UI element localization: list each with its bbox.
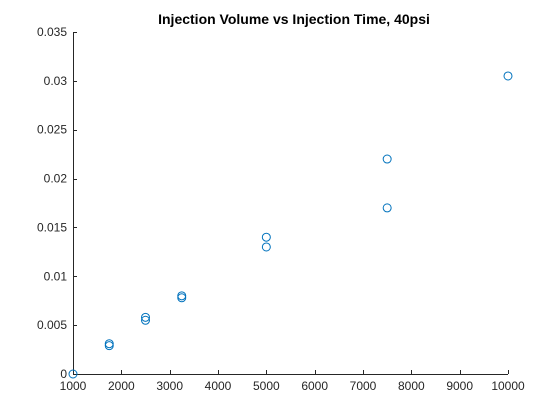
y-tick-label: 0.025 (37, 123, 67, 137)
x-tick-label: 3000 (156, 379, 183, 393)
data-point (68, 369, 78, 379)
x-tick-label: 8000 (398, 379, 425, 393)
x-tick-label: 7000 (350, 379, 377, 393)
x-tick-label: 9000 (446, 379, 473, 393)
data-point (141, 315, 150, 325)
x-tick-label: 5000 (253, 379, 280, 393)
x-tick-label: 4000 (205, 379, 232, 393)
y-tick-label: 0 (60, 367, 67, 381)
data-point (177, 293, 187, 303)
x-tick-label: 1000 (60, 379, 87, 393)
data-point (177, 291, 187, 301)
data-points (68, 71, 513, 379)
x-tick-label: 6000 (301, 379, 328, 393)
y-axis-ticks: 0 0.005 0.01 0.015 0.02 0.025 0.03 0.035 (37, 25, 77, 381)
chart-title: Injection Volume vs Injection Time, 40ps… (158, 11, 430, 27)
data-point (382, 154, 392, 164)
data-point (261, 242, 271, 252)
y-tick-label: 0.01 (44, 269, 68, 283)
x-tick-label: 10000 (491, 379, 525, 393)
y-tick-label: 0.03 (44, 74, 68, 88)
data-point (104, 341, 114, 351)
y-tick-label: 0.015 (37, 220, 67, 234)
x-axis-ticks: 1000 2000 3000 4000 5000 6000 7000 8000 9000 1000… (60, 370, 525, 393)
y-tick-label: 0.035 (37, 25, 67, 39)
y-tick-label: 0.005 (37, 318, 67, 332)
y-tick-label: 0.02 (44, 172, 68, 186)
axes (73, 32, 508, 375)
data-point (104, 339, 114, 349)
data-point (141, 312, 150, 322)
data-point (382, 203, 392, 213)
data-point (261, 232, 271, 242)
data-point (503, 71, 513, 81)
x-tick-label: 2000 (108, 379, 135, 393)
